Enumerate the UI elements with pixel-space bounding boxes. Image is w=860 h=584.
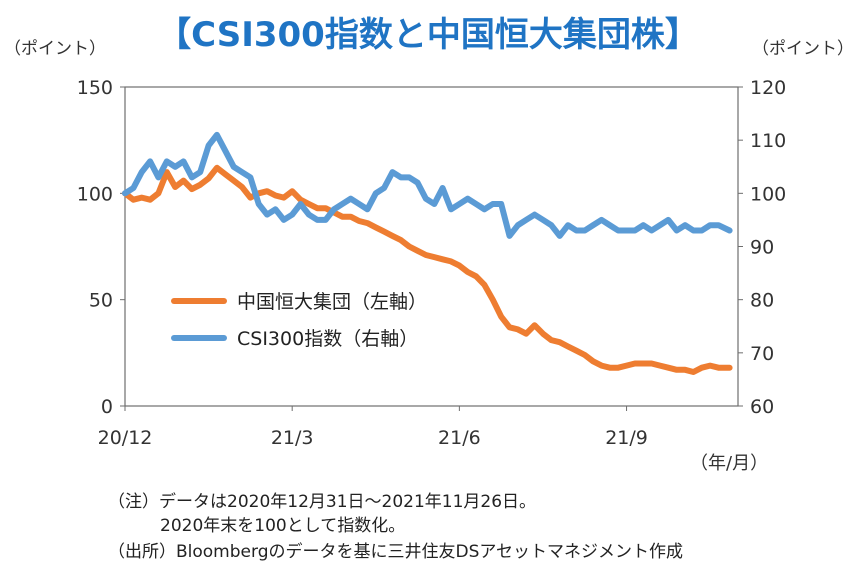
legend-label-evergrande: 中国恒大集団（左軸） [237, 291, 427, 313]
left-tick-label: 150 [77, 77, 113, 99]
left-tick-label: 100 [77, 183, 113, 205]
right-tick-label: 80 [750, 290, 774, 312]
note-line-1: （注）データは2020年12月31日～2021年11月26日。 [108, 492, 537, 512]
x-tick-label: 20/12 [98, 427, 153, 449]
note-line-3: （出所）Bloombergのデータを基に三井住友DSアセットマネジメント作成 [108, 542, 684, 562]
left-axis-unit: （ポイント） [4, 39, 106, 59]
right-tick-label: 60 [750, 396, 774, 418]
x-tick-label: 21/9 [605, 427, 648, 449]
x-axis-unit: （年/月） [690, 453, 768, 474]
x-tick-label: 21/3 [271, 427, 314, 449]
left-tick-label: 50 [89, 290, 113, 312]
left-tick-label: 0 [101, 396, 113, 418]
legend: 中国恒大集団（左軸） CSI300指数（右軸） [171, 291, 427, 350]
right-tick-label: 70 [750, 343, 774, 365]
right-tick-label: 100 [750, 183, 786, 205]
right-tick-label: 90 [750, 237, 774, 259]
x-tick-label: 21/6 [438, 427, 481, 449]
csi300-series-line [122, 131, 733, 239]
right-tick-label: 110 [750, 130, 786, 152]
chart-title: 【CSI300指数と中国恒大集団株】 [157, 15, 699, 55]
note-line-2: 2020年末を100として指数化。 [160, 516, 406, 536]
evergrande-series-line [122, 164, 733, 375]
right-tick-label: 120 [750, 77, 786, 99]
legend-label-csi300: CSI300指数（右軸） [237, 328, 418, 350]
right-axis-unit: （ポイント） [752, 39, 854, 59]
